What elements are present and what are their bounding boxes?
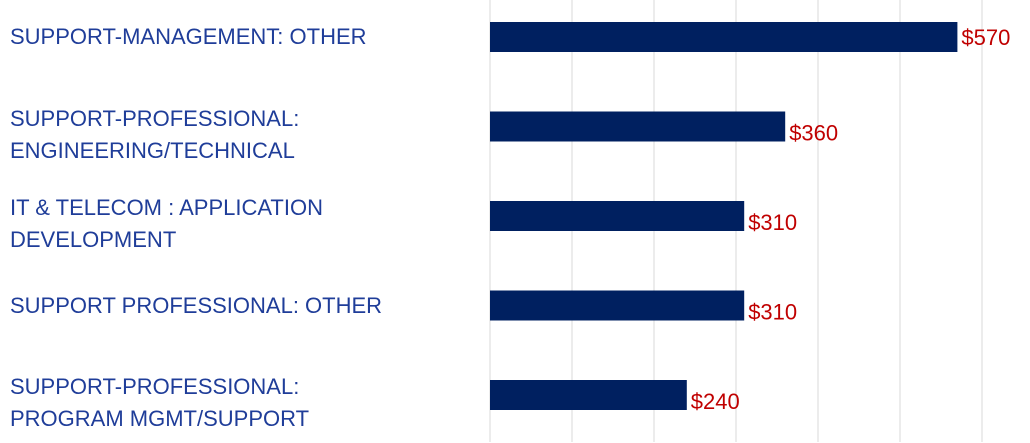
bar [490,201,745,231]
value-label: $310 [748,210,797,235]
bar [490,290,745,321]
bar [490,380,687,410]
category-label: SUPPORT-PROFESSIONAL: ENGINEERING/TECHNI… [10,105,300,163]
value-label: $240 [691,389,740,414]
value-label: $310 [748,299,797,324]
category-label: IT & TELECOM : APPLICATION DEVELOPMENT [10,195,323,252]
category-label: SUPPORT-PROFESSIONAL: PROGRAM MGMT/SUPPO… [10,374,310,431]
category-label: SUPPORT-MANAGEMENT: OTHER [10,24,367,49]
bar [490,22,958,52]
category-label: SUPPORT PROFESSIONAL: OTHER [10,292,383,318]
value-label: $570 [961,25,1010,50]
value-label: $360 [789,120,838,145]
bar [490,111,786,142]
